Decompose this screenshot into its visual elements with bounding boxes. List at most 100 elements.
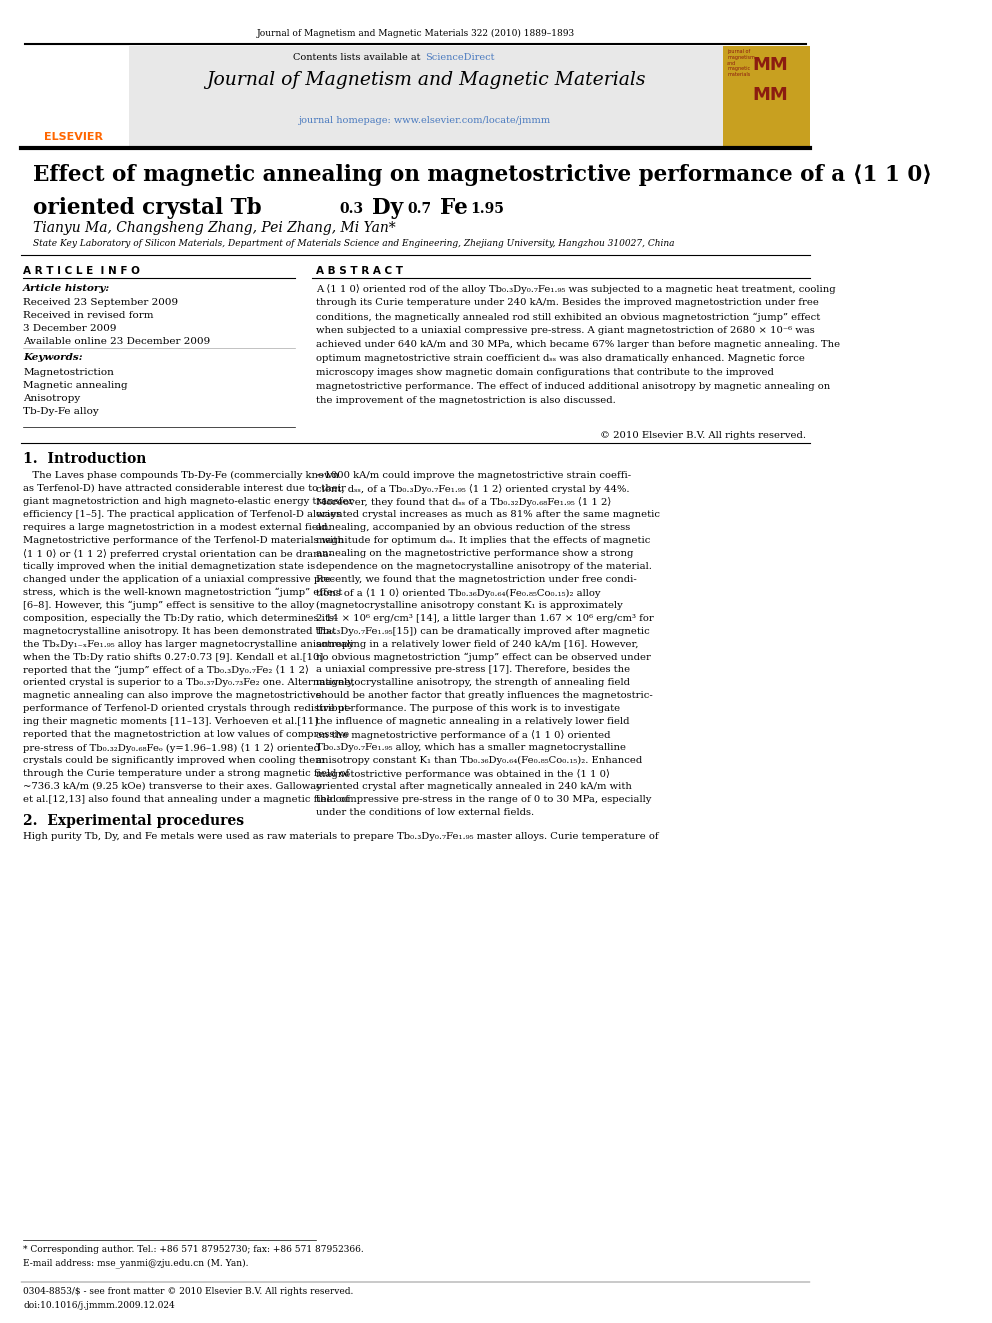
Text: achieved under 640 kA/m and 30 MPa, which became 67% larger than before magnetic: achieved under 640 kA/m and 30 MPa, whic…	[315, 340, 840, 349]
Text: Magnetostriction: Magnetostriction	[23, 368, 114, 377]
Text: A B S T R A C T: A B S T R A C T	[315, 266, 403, 277]
Text: efficiency [1–5]. The practical application of Terfenol-D always: efficiency [1–5]. The practical applicat…	[23, 509, 341, 519]
Text: Journal of Magnetism and Magnetic Materials: Journal of Magnetism and Magnetic Materi…	[205, 71, 645, 90]
Text: ScienceDirect: ScienceDirect	[426, 53, 495, 62]
Text: Dy: Dy	[372, 197, 404, 220]
Text: crystals could be significantly improved when cooling them: crystals could be significantly improved…	[23, 757, 325, 765]
Text: 0.3: 0.3	[339, 202, 363, 217]
Text: oriented crystal after magnetically annealed in 240 kA/m with: oriented crystal after magnetically anne…	[315, 782, 632, 791]
Text: Magnetostrictive performance of the Terfenol-D materials with: Magnetostrictive performance of the Terf…	[23, 536, 344, 545]
Text: [6–8]. However, this “jump” effect is sensitive to the alloy: [6–8]. However, this “jump” effect is se…	[23, 601, 314, 610]
Text: magnetostrictive performance was obtained in the ⟨1 1 0⟩: magnetostrictive performance was obtaine…	[315, 769, 610, 779]
Text: under the conditions of low external fields.: under the conditions of low external fie…	[315, 808, 534, 818]
Text: Magnetic annealing: Magnetic annealing	[23, 381, 128, 390]
Text: magnetostrictive performance. The effect of induced additional anisotropy by mag: magnetostrictive performance. The effect…	[315, 381, 830, 390]
Text: Tb₀.₃Dy₀.₇Fe₁.₉₅ alloy, which has a smaller magnetocrystalline: Tb₀.₃Dy₀.₇Fe₁.₉₅ alloy, which has a smal…	[315, 744, 626, 753]
Text: requires a large magnetostriction in a modest external field.: requires a large magnetostriction in a m…	[23, 523, 330, 532]
Text: when subjected to a uniaxial compressive pre-stress. A giant magnetostriction of: when subjected to a uniaxial compressive…	[315, 325, 814, 335]
Text: ~736.3 kA/m (9.25 kOe) transverse to their axes. Galloway: ~736.3 kA/m (9.25 kOe) transverse to the…	[23, 782, 322, 791]
Text: MM: MM	[752, 86, 788, 105]
Text: magnetic annealing can also improve the magnetostrictive: magnetic annealing can also improve the …	[23, 692, 321, 700]
Text: the influence of magnetic annealing in a relatively lower field: the influence of magnetic annealing in a…	[315, 717, 629, 726]
Text: ⟨1 1 0⟩ or ⟨1 1 2⟩ preferred crystal orientation can be drama-: ⟨1 1 0⟩ or ⟨1 1 2⟩ preferred crystal ori…	[23, 549, 332, 558]
Text: (magnetocrystalline anisotropy constant K₁ is approximately: (magnetocrystalline anisotropy constant …	[315, 601, 623, 610]
Text: journal homepage: www.elsevier.com/locate/jmmm: journal homepage: www.elsevier.com/locat…	[300, 116, 552, 126]
Text: magnetocrystalline anisotropy. It has been demonstrated that: magnetocrystalline anisotropy. It has be…	[23, 627, 336, 635]
Text: 0.7: 0.7	[407, 202, 432, 217]
Text: cient, dₛₛ, of a Tb₀.₃Dy₀.₇Fe₁.₉₅ ⟨1 1 2⟩ oriented crystal by 44%.: cient, dₛₛ, of a Tb₀.₃Dy₀.₇Fe₁.₉₅ ⟨1 1 2…	[315, 484, 629, 493]
Text: The Laves phase compounds Tb-Dy-Fe (commercially known: The Laves phase compounds Tb-Dy-Fe (comm…	[23, 471, 339, 480]
Text: conditions, the magnetically annealed rod still exhibited an obvious magnetostri: conditions, the magnetically annealed ro…	[315, 312, 820, 321]
Text: © 2010 Elsevier B.V. All rights reserved.: © 2010 Elsevier B.V. All rights reserved…	[600, 431, 806, 441]
Text: a uniaxial compressive pre-stress [17]. Therefore, besides the: a uniaxial compressive pre-stress [17]. …	[315, 665, 630, 675]
Text: Effect of magnetic annealing on magnetostrictive performance of a ⟨1 1 0⟩: Effect of magnetic annealing on magnetos…	[34, 164, 932, 187]
Text: reported that the “jump” effect of a Tb₀.₃Dy₀.₇Fe₂ ⟨1 1 2⟩: reported that the “jump” effect of a Tb₀…	[23, 665, 310, 675]
Text: pre-stress of Tb₀.₃₂Dy₀.₆₈Feₒ (y=1.96–1.98) ⟨1 1 2⟩ oriented: pre-stress of Tb₀.₃₂Dy₀.₆₈Feₒ (y=1.96–1.…	[23, 744, 320, 753]
Text: anisotropy constant K₁ than Tb₀.₃₆Dy₀.₆₄(Fe₀.₈₅Co₀.₁₅)₂. Enhanced: anisotropy constant K₁ than Tb₀.₃₆Dy₀.₆₄…	[315, 757, 642, 765]
Text: annealing on the magnetostrictive performance show a strong: annealing on the magnetostrictive perfor…	[315, 549, 633, 558]
Text: through the Curie temperature under a strong magnetic field of: through the Curie temperature under a st…	[23, 769, 349, 778]
Text: State Key Laboratory of Silicon Materials, Department of Materials Science and E: State Key Laboratory of Silicon Material…	[34, 239, 675, 249]
Text: 2.14 × 10⁶ erg/cm³ [14], a little larger than 1.67 × 10⁶ erg/cm³ for: 2.14 × 10⁶ erg/cm³ [14], a little larger…	[315, 614, 654, 623]
Text: on the magnetostrictive performance of a ⟨1 1 0⟩ oriented: on the magnetostrictive performance of a…	[315, 730, 610, 740]
Text: as Terfenol-D) have attracted considerable interest due to their: as Terfenol-D) have attracted considerab…	[23, 484, 346, 493]
Text: 0304-8853/$ - see front matter © 2010 Elsevier B.V. All rights reserved.: 0304-8853/$ - see front matter © 2010 El…	[23, 1287, 353, 1297]
Text: journal of
magnetism
and
magnetic
materials: journal of magnetism and magnetic materi…	[727, 49, 755, 77]
Text: 3 December 2009: 3 December 2009	[23, 324, 117, 333]
Text: no obvious magnetostriction “jump” effect can be observed under: no obvious magnetostriction “jump” effec…	[315, 652, 651, 662]
Text: the improvement of the magnetostriction is also discussed.: the improvement of the magnetostriction …	[315, 396, 615, 405]
Text: magnitude for optimum dₛₛ. It implies that the effects of magnetic: magnitude for optimum dₛₛ. It implies th…	[315, 536, 650, 545]
Text: Tb-Dy-Fe alloy: Tb-Dy-Fe alloy	[23, 407, 99, 417]
FancyBboxPatch shape	[129, 46, 723, 146]
Text: Moreover, they found that dₛₛ of a Tb₀.₃₂Dy₀.₆₈Fe₁.₉₅ ⟨1 1 2⟩: Moreover, they found that dₛₛ of a Tb₀.₃…	[315, 497, 611, 507]
Text: dependence on the magnetocrystalline anisotropy of the material.: dependence on the magnetocrystalline ani…	[315, 562, 652, 570]
Text: annealing, accompanied by an obvious reduction of the stress: annealing, accompanied by an obvious red…	[315, 523, 630, 532]
FancyBboxPatch shape	[21, 46, 129, 146]
Text: the TbₓDy₁₋ₓFe₁.₉₅ alloy has larger magnetocrystalline anisotropy: the TbₓDy₁₋ₓFe₁.₉₅ alloy has larger magn…	[23, 639, 354, 648]
Text: A ⟨1 1 0⟩ oriented rod of the alloy Tb₀.₃Dy₀.₇Fe₁.₉₅ was subjected to a magnetic: A ⟨1 1 0⟩ oriented rod of the alloy Tb₀.…	[315, 284, 835, 294]
Text: High purity Tb, Dy, and Fe metals were used as raw materials to prepare Tb₀.₃Dy₀: High purity Tb, Dy, and Fe metals were u…	[23, 832, 659, 841]
Text: stress, which is the well-known magnetostriction “jump” effect: stress, which is the well-known magnetos…	[23, 587, 342, 597]
Text: optimum magnetostrictive strain coefficient dₛₛ was also dramatically enhanced. : optimum magnetostrictive strain coeffici…	[315, 353, 805, 363]
Text: Tianyu Ma, Changsheng Zhang, Pei Zhang, Mi Yan*: Tianyu Ma, Changsheng Zhang, Pei Zhang, …	[34, 221, 396, 235]
Text: Fe: Fe	[440, 197, 468, 220]
Text: oriented crystal increases as much as 81% after the same magnetic: oriented crystal increases as much as 81…	[315, 509, 660, 519]
Text: performance of Terfenol-D oriented crystals through redistribut-: performance of Terfenol-D oriented cryst…	[23, 704, 352, 713]
Text: oriented crystal Tb: oriented crystal Tb	[34, 197, 262, 220]
Text: tive performance. The purpose of this work is to investigate: tive performance. The purpose of this wo…	[315, 704, 620, 713]
FancyBboxPatch shape	[723, 46, 810, 146]
Text: Anisotropy: Anisotropy	[23, 394, 80, 404]
Text: 1.  Introduction: 1. Introduction	[23, 452, 147, 467]
Text: MM: MM	[752, 56, 788, 74]
Text: Available online 23 December 2009: Available online 23 December 2009	[23, 337, 210, 347]
Text: et al.[12,13] also found that annealing under a magnetic field of: et al.[12,13] also found that annealing …	[23, 795, 349, 804]
Text: giant magnetostriction and high magneto-elastic energy transfer: giant magnetostriction and high magneto-…	[23, 497, 353, 505]
Text: composition, especially the Tb:Dy ratio, which determines its: composition, especially the Tb:Dy ratio,…	[23, 614, 334, 623]
Text: Article history:: Article history:	[23, 284, 110, 294]
Text: tions of a ⟨1 1 0⟩ oriented Tb₀.₃₆Dy₀.₆₄(Fe₀.₈₅Co₀.₁₅)₂ alloy: tions of a ⟨1 1 0⟩ oriented Tb₀.₃₆Dy₀.₆₄…	[315, 587, 600, 598]
Text: microscopy images show magnetic domain configurations that contribute to the imp: microscopy images show magnetic domain c…	[315, 368, 774, 377]
Text: ~1000 kA/m could improve the magnetostrictive strain coeffi-: ~1000 kA/m could improve the magnetostri…	[315, 471, 631, 480]
Text: Contents lists available at: Contents lists available at	[294, 53, 424, 62]
Text: A R T I C L E  I N F O: A R T I C L E I N F O	[23, 266, 140, 277]
Text: the compressive pre-stress in the range of 0 to 30 MPa, especially: the compressive pre-stress in the range …	[315, 795, 651, 804]
Text: magnetocrystalline anisotropy, the strength of annealing field: magnetocrystalline anisotropy, the stren…	[315, 679, 630, 688]
Text: annealing in a relatively lower field of 240 kA/m [16]. However,: annealing in a relatively lower field of…	[315, 639, 638, 648]
FancyBboxPatch shape	[129, 46, 723, 99]
Text: changed under the application of a uniaxial compressive pre-: changed under the application of a uniax…	[23, 574, 334, 583]
Text: Tb₀.₃Dy₀.₇Fe₁.₉₅[15]) can be dramatically improved after magnetic: Tb₀.₃Dy₀.₇Fe₁.₉₅[15]) can be dramaticall…	[315, 627, 650, 635]
Text: Received in revised form: Received in revised form	[23, 311, 154, 320]
Text: Keywords:: Keywords:	[23, 353, 83, 363]
Text: reported that the magnetostriction at low values of compressive: reported that the magnetostriction at lo…	[23, 730, 349, 740]
Text: Recently, we found that the magnetostriction under free condi-: Recently, we found that the magnetostric…	[315, 574, 637, 583]
Text: ELSEVIER: ELSEVIER	[44, 131, 102, 142]
Text: 1.95: 1.95	[470, 202, 504, 217]
Text: through its Curie temperature under 240 kA/m. Besides the improved magnetostrict: through its Curie temperature under 240 …	[315, 298, 818, 307]
Text: 2.  Experimental procedures: 2. Experimental procedures	[23, 814, 244, 828]
Text: oriented crystal is superior to a Tb₀.₃₇Dy₀.₇₃Fe₂ one. Alternatively,: oriented crystal is superior to a Tb₀.₃₇…	[23, 679, 355, 688]
Text: * Corresponding author. Tel.: +86 571 87952730; fax: +86 571 87952366.: * Corresponding author. Tel.: +86 571 87…	[23, 1245, 364, 1254]
Text: doi:10.1016/j.jmmm.2009.12.024: doi:10.1016/j.jmmm.2009.12.024	[23, 1301, 175, 1310]
Text: Journal of Magnetism and Magnetic Materials 322 (2010) 1889–1893: Journal of Magnetism and Magnetic Materi…	[256, 29, 574, 38]
Text: should be another factor that greatly influences the magnetostric-: should be another factor that greatly in…	[315, 692, 653, 700]
Text: tically improved when the initial demagnetization state is: tically improved when the initial demagn…	[23, 562, 315, 570]
